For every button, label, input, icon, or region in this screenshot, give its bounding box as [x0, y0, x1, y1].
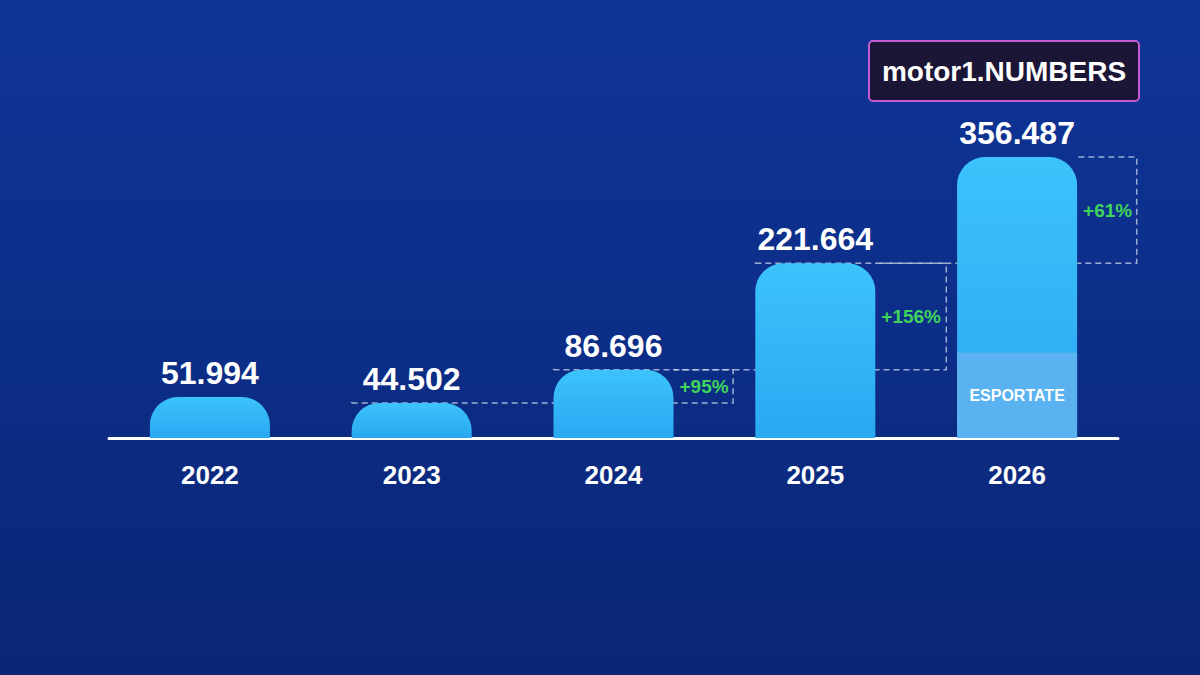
svg-text:motor1.NUMBERS: motor1.NUMBERS: [882, 56, 1126, 87]
svg-text:2025: 2025: [786, 460, 844, 490]
svg-text:44.502: 44.502: [363, 361, 461, 397]
svg-text:86.696: 86.696: [565, 328, 663, 364]
svg-text:+95%: +95%: [680, 376, 729, 397]
svg-text:221.664: 221.664: [757, 221, 873, 257]
svg-text:+156%: +156%: [881, 306, 941, 327]
svg-text:51.994: 51.994: [161, 355, 259, 391]
svg-text:2022: 2022: [181, 460, 239, 490]
svg-text:356.487: 356.487: [959, 115, 1075, 151]
svg-text:2026: 2026: [988, 460, 1046, 490]
svg-text:2023: 2023: [383, 460, 441, 490]
svg-text:+61%: +61%: [1083, 200, 1132, 221]
svg-text:ESPORTATE: ESPORTATE: [969, 387, 1065, 404]
svg-text:2024: 2024: [585, 460, 643, 490]
